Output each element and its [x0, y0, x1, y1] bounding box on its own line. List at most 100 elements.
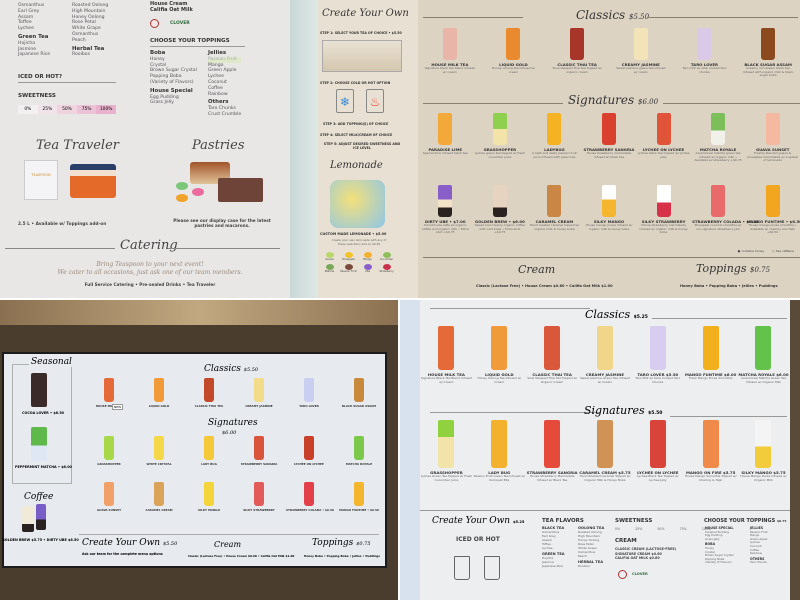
item-name: CREAMY JASMINE — [245, 404, 273, 408]
item-desc: Lychee black tea topped w/ lychee jelly — [637, 151, 690, 159]
green-tea-heading: GREEN TEA — [542, 552, 565, 556]
tea-item: Peach — [578, 554, 587, 558]
item-desc: Taro Milk w/ Slow Cooked Taro Chunks — [635, 376, 681, 384]
item-name: HOUSE MILK TEA — [95, 404, 123, 408]
item-desc: Lychee Green Tea Topped w/ Fresh Cucumbe… — [420, 474, 473, 482]
flavor-label: Pineapple — [342, 258, 355, 261]
item-name: TARO LOVER $5.50 — [637, 372, 679, 377]
flavor-label: Cucumber — [379, 258, 394, 261]
classics-row: HOUSE MILK TEA Signature Black Tea Blend … — [420, 326, 790, 384]
legend: ● contains honey ○ has caffeine — [738, 249, 794, 253]
legend-label: contains honey — [741, 249, 765, 253]
classics-title: Classics — [585, 308, 631, 321]
item-name: GUAVA SUNSET — [755, 147, 790, 152]
toppings-price: $0.75 — [749, 266, 771, 274]
item-desc: Lychee green tea topped w/ fresh cucumbe… — [474, 151, 525, 159]
drink-image — [601, 185, 616, 217]
drink-image — [702, 420, 719, 468]
coffee-title: Coffee — [24, 492, 54, 502]
legend-honey: ● contains honey — [737, 249, 765, 253]
digital-board-photo-2: Classics $5.25 HOUSE MILK TEA Signature B… — [400, 300, 800, 600]
menu-item: HOUSE MILK TEA — [86, 378, 132, 408]
flavor-mango: Mango — [358, 252, 377, 261]
item-name: LYCHEE ON LYCHEE — [637, 470, 679, 475]
divider — [670, 416, 787, 417]
divider — [423, 17, 523, 18]
item-desc: House strawberry marmalade infused w/ bl… — [586, 151, 632, 159]
classics-price: $5.50 — [629, 13, 650, 21]
item-desc: Sweet jasmine green tea infused w/ cream — [616, 66, 666, 74]
menu-item: GRASSHOPPER Lychee Green Tea Topped w/ Fr… — [420, 420, 472, 482]
signatures-title: Signatures — [584, 404, 645, 417]
tea-item: Peach — [72, 37, 86, 43]
hot-cup-icon — [484, 556, 500, 580]
menu-item: TARO LOVER $5.50 Taro Milk w/ Slow Cooked… — [632, 326, 684, 384]
menu-item: CREAMY JASMINE — [236, 378, 282, 408]
toppings-price: $0.75 — [356, 541, 371, 547]
item-desc: Signature Black Tea Blend Infused w/ Cre… — [420, 376, 472, 384]
create-your-own-heading: Create Your Own $5.25 — [432, 516, 524, 526]
item-desc: Ceremonial Matcha Green Tea Infused w/ O… — [740, 376, 787, 384]
cold-cup-icon: ❄ — [336, 89, 354, 113]
tea-item: Osmanthus — [72, 31, 99, 37]
classics-price: $5.25 — [633, 315, 648, 320]
sweetness-level: 100% — [701, 527, 711, 531]
item-name: DIRTY UBE • $7.00 — [424, 219, 466, 224]
drink-image — [544, 326, 561, 370]
black-tea-list: Osmanthus Earl Grey Assam Toffee Lychee … — [18, 3, 50, 58]
item-name: CLASSIC THAI TEA — [557, 62, 597, 67]
seasonal-item: PEPPERMINT MATCHA • $6.00 — [15, 465, 72, 469]
tea-item: Osmanthus — [18, 3, 45, 8]
menu-item: STRAWBERRY SANGRIA House Strawberry Marma… — [526, 420, 578, 482]
house-special-heading: HOUSE SPECIAL — [705, 526, 734, 530]
menu-item: SILKY STRAWBERRY — [236, 482, 282, 512]
tea-item: Jasmine — [18, 46, 37, 52]
drink-image — [649, 326, 666, 370]
tea-item: Assam — [542, 538, 552, 542]
menu-item-strawberry-colada: STRAWBERRY COLADA • $6.50 Pineapple cocon… — [692, 185, 759, 235]
item-desc: House Mango Smoothie Topped w/ Chamoy & … — [684, 474, 737, 482]
item-desc: House Strawberry Marmalade Infused w/ Bl… — [529, 474, 575, 482]
drink-image — [601, 113, 616, 145]
toppings-price: $0.75 — [776, 519, 787, 523]
menu-item-house-milk-tea: HOUSE MILK TEA Signature black tea blend … — [424, 28, 476, 78]
new-badge: NEW — [112, 404, 124, 410]
menu-item: STRAWBERRY SANGRIA — [236, 436, 282, 466]
flavor-label: Mango — [363, 258, 372, 261]
cream-list: House Cream Califia Oat Milk — [150, 1, 193, 14]
others-heading: OTHERS — [750, 556, 765, 561]
menu-item: MANGO FUNTIME $6.00 Fresh Mango Puree Smo… — [685, 326, 737, 384]
flavor-ube: Ube — [358, 264, 377, 273]
topping-item: (Variety of Flavors) — [705, 560, 732, 565]
toppings-heading: Toppings $0.75 — [312, 538, 371, 548]
item-desc: Slow steeped Thai tea topped w/ organic … — [552, 66, 602, 74]
toppings-heading: Toppings $0.75 — [696, 262, 770, 275]
topping-item: Coffee — [750, 547, 760, 552]
create-your-own-title: Create Your Own — [432, 516, 511, 526]
item-name: LYCHEE ON LYCHEE — [642, 147, 685, 152]
item-desc: Creamy rich assam black tea infused with… — [743, 66, 794, 78]
hot-cup-icon: ♨ — [366, 89, 384, 113]
item-name: MANGO FUNTIME $6.00 — [684, 372, 737, 377]
oolong-tea-list: Roasted Oolong High Mountain Honey Oolon… — [72, 3, 108, 58]
drink-image — [204, 436, 214, 460]
drink-image — [304, 378, 314, 402]
sweetness-level: 50% — [657, 527, 665, 531]
drink-image — [761, 28, 776, 60]
item-desc: House mango puree infused w/ organic mil… — [585, 223, 633, 231]
tea-traveler-title: Tea Traveler — [36, 138, 119, 153]
menu-item-ladybug: LADYBUG A light and zesty passion fruit j… — [528, 113, 580, 163]
divider — [18, 82, 116, 83]
item-name: STRAWBERRY SANGRIA — [240, 462, 278, 466]
item-name: LIQUID GOLD — [484, 372, 514, 377]
cream-item: SIGNATURE CREAM $0.60 — [615, 551, 662, 556]
menu-item: CREAMY JASMINE Sweet Jasmine Green Tea In… — [579, 326, 631, 384]
lemonade-image — [330, 180, 385, 228]
menu-item-paradise-lime: PARADISE LIME Special lime infused black … — [419, 113, 471, 163]
signatures-row-1: GRASSHOPPER WHITE CRYSTAL LADY BUG STRAW… — [84, 436, 384, 466]
tea-item: White Grape — [578, 546, 597, 550]
boba-heading: BOBA — [705, 542, 716, 547]
item-name: MATCHA ROYALE — [699, 147, 737, 152]
create-your-own-heading: Create Your Own $5.50 — [82, 538, 177, 548]
menu-item: MANGO ON FIRE $5.75 House Mango Smoothie … — [685, 420, 737, 482]
